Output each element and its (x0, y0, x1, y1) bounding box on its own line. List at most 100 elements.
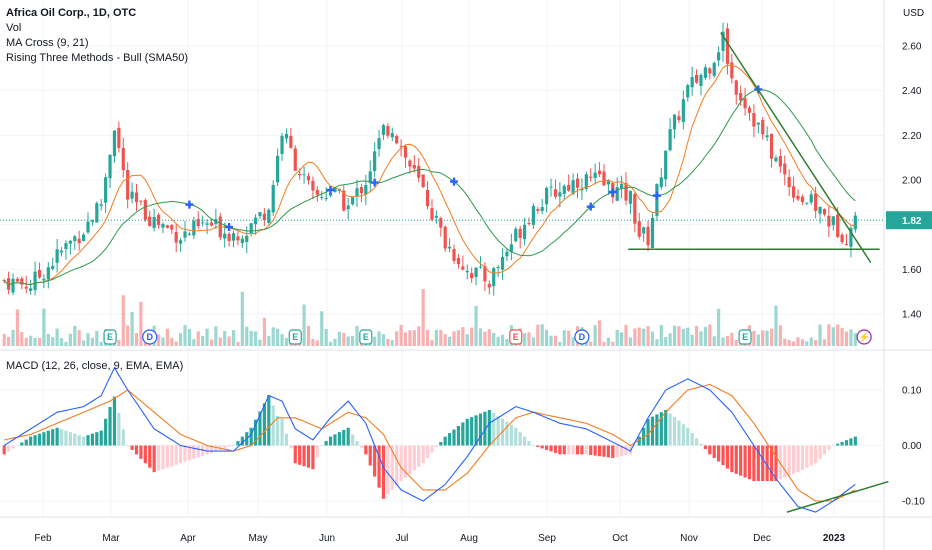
candle[interactable] (505, 251, 509, 257)
candle[interactable] (465, 270, 469, 273)
candle[interactable] (809, 194, 813, 203)
candle[interactable] (774, 157, 778, 162)
candle[interactable] (408, 160, 412, 167)
candle[interactable] (126, 170, 130, 200)
trendline[interactable] (720, 32, 872, 264)
candle[interactable] (11, 278, 15, 293)
candle[interactable] (2, 280, 6, 282)
candle[interactable] (205, 223, 209, 225)
candle[interactable] (152, 217, 156, 228)
candle[interactable] (227, 233, 231, 242)
candle[interactable] (725, 28, 730, 64)
candle[interactable] (765, 135, 769, 138)
candle[interactable] (284, 133, 289, 139)
candle[interactable] (223, 233, 227, 239)
candle[interactable] (522, 224, 527, 240)
candle[interactable] (267, 209, 271, 223)
candle[interactable] (620, 183, 624, 189)
candle[interactable] (769, 133, 774, 159)
candle[interactable] (381, 125, 386, 135)
candle[interactable] (593, 172, 597, 178)
candle[interactable] (68, 240, 72, 244)
candle[interactable] (231, 233, 236, 241)
candle[interactable] (421, 174, 425, 188)
candle[interactable] (315, 189, 319, 195)
candle[interactable] (443, 226, 447, 249)
candle[interactable] (355, 188, 359, 197)
candle[interactable] (37, 269, 42, 278)
candle[interactable] (752, 113, 756, 127)
earnings-badge[interactable] (288, 329, 302, 345)
candle[interactable] (474, 267, 478, 277)
candle[interactable] (778, 156, 782, 167)
candle[interactable] (615, 187, 619, 201)
candle[interactable] (690, 77, 694, 88)
candle[interactable] (342, 190, 346, 211)
candle[interactable] (253, 217, 258, 225)
candle[interactable] (712, 62, 716, 76)
candle[interactable] (262, 213, 266, 221)
candle[interactable] (677, 116, 681, 121)
earnings-badge[interactable] (103, 329, 117, 345)
candle[interactable] (589, 176, 593, 178)
candle[interactable] (844, 243, 849, 246)
candle[interactable] (545, 187, 549, 205)
candle[interactable] (783, 163, 787, 175)
candle[interactable] (425, 189, 430, 207)
candle[interactable] (95, 203, 99, 223)
candle[interactable] (359, 187, 364, 194)
candle[interactable] (681, 99, 685, 122)
candle[interactable] (170, 225, 174, 230)
candle[interactable] (853, 215, 857, 230)
candle[interactable] (298, 173, 302, 175)
candle[interactable] (403, 146, 408, 158)
time-axis-tick[interactable]: Feb (34, 533, 52, 544)
legend-volume[interactable]: Vol (6, 22, 22, 34)
candle[interactable] (33, 271, 37, 291)
candle[interactable] (791, 186, 796, 198)
candle[interactable] (624, 183, 628, 201)
candle[interactable] (179, 240, 183, 244)
candle[interactable] (646, 226, 650, 246)
candle[interactable] (306, 176, 311, 181)
candle[interactable] (606, 181, 610, 185)
candle[interactable] (236, 236, 240, 241)
candle[interactable] (86, 221, 90, 233)
dividend-badge[interactable] (574, 329, 590, 345)
candle[interactable] (24, 286, 28, 289)
candle[interactable] (756, 122, 760, 125)
candle[interactable] (597, 170, 602, 175)
candle[interactable] (734, 80, 738, 95)
candle[interactable] (500, 256, 505, 270)
candle[interactable] (280, 135, 284, 154)
candle[interactable] (580, 188, 584, 191)
candle[interactable] (571, 180, 575, 194)
candle[interactable] (161, 224, 165, 228)
candle[interactable] (121, 147, 125, 171)
candle[interactable] (478, 266, 483, 268)
event-badge[interactable] (509, 329, 523, 345)
candle[interactable] (575, 178, 580, 188)
candle[interactable] (840, 234, 844, 243)
candle[interactable] (747, 107, 752, 113)
earnings-badge[interactable] (359, 329, 373, 345)
candle[interactable] (51, 265, 55, 269)
candle[interactable] (849, 228, 853, 247)
candle[interactable] (271, 184, 275, 213)
candle[interactable] (836, 214, 840, 237)
candle[interactable] (90, 220, 95, 222)
time-axis-tick[interactable]: Aug (460, 533, 478, 544)
macd-trendline[interactable] (786, 480, 889, 513)
candle[interactable] (46, 267, 50, 279)
candle[interactable] (417, 165, 421, 178)
candle[interactable] (694, 74, 699, 83)
candle[interactable] (99, 204, 103, 206)
candle[interactable] (20, 278, 24, 285)
candle[interactable] (183, 231, 187, 238)
candle[interactable] (567, 184, 571, 191)
candle[interactable] (192, 220, 196, 236)
candle[interactable] (130, 191, 134, 199)
candle[interactable] (708, 68, 712, 74)
candle[interactable] (470, 273, 474, 279)
candle[interactable] (796, 195, 800, 200)
